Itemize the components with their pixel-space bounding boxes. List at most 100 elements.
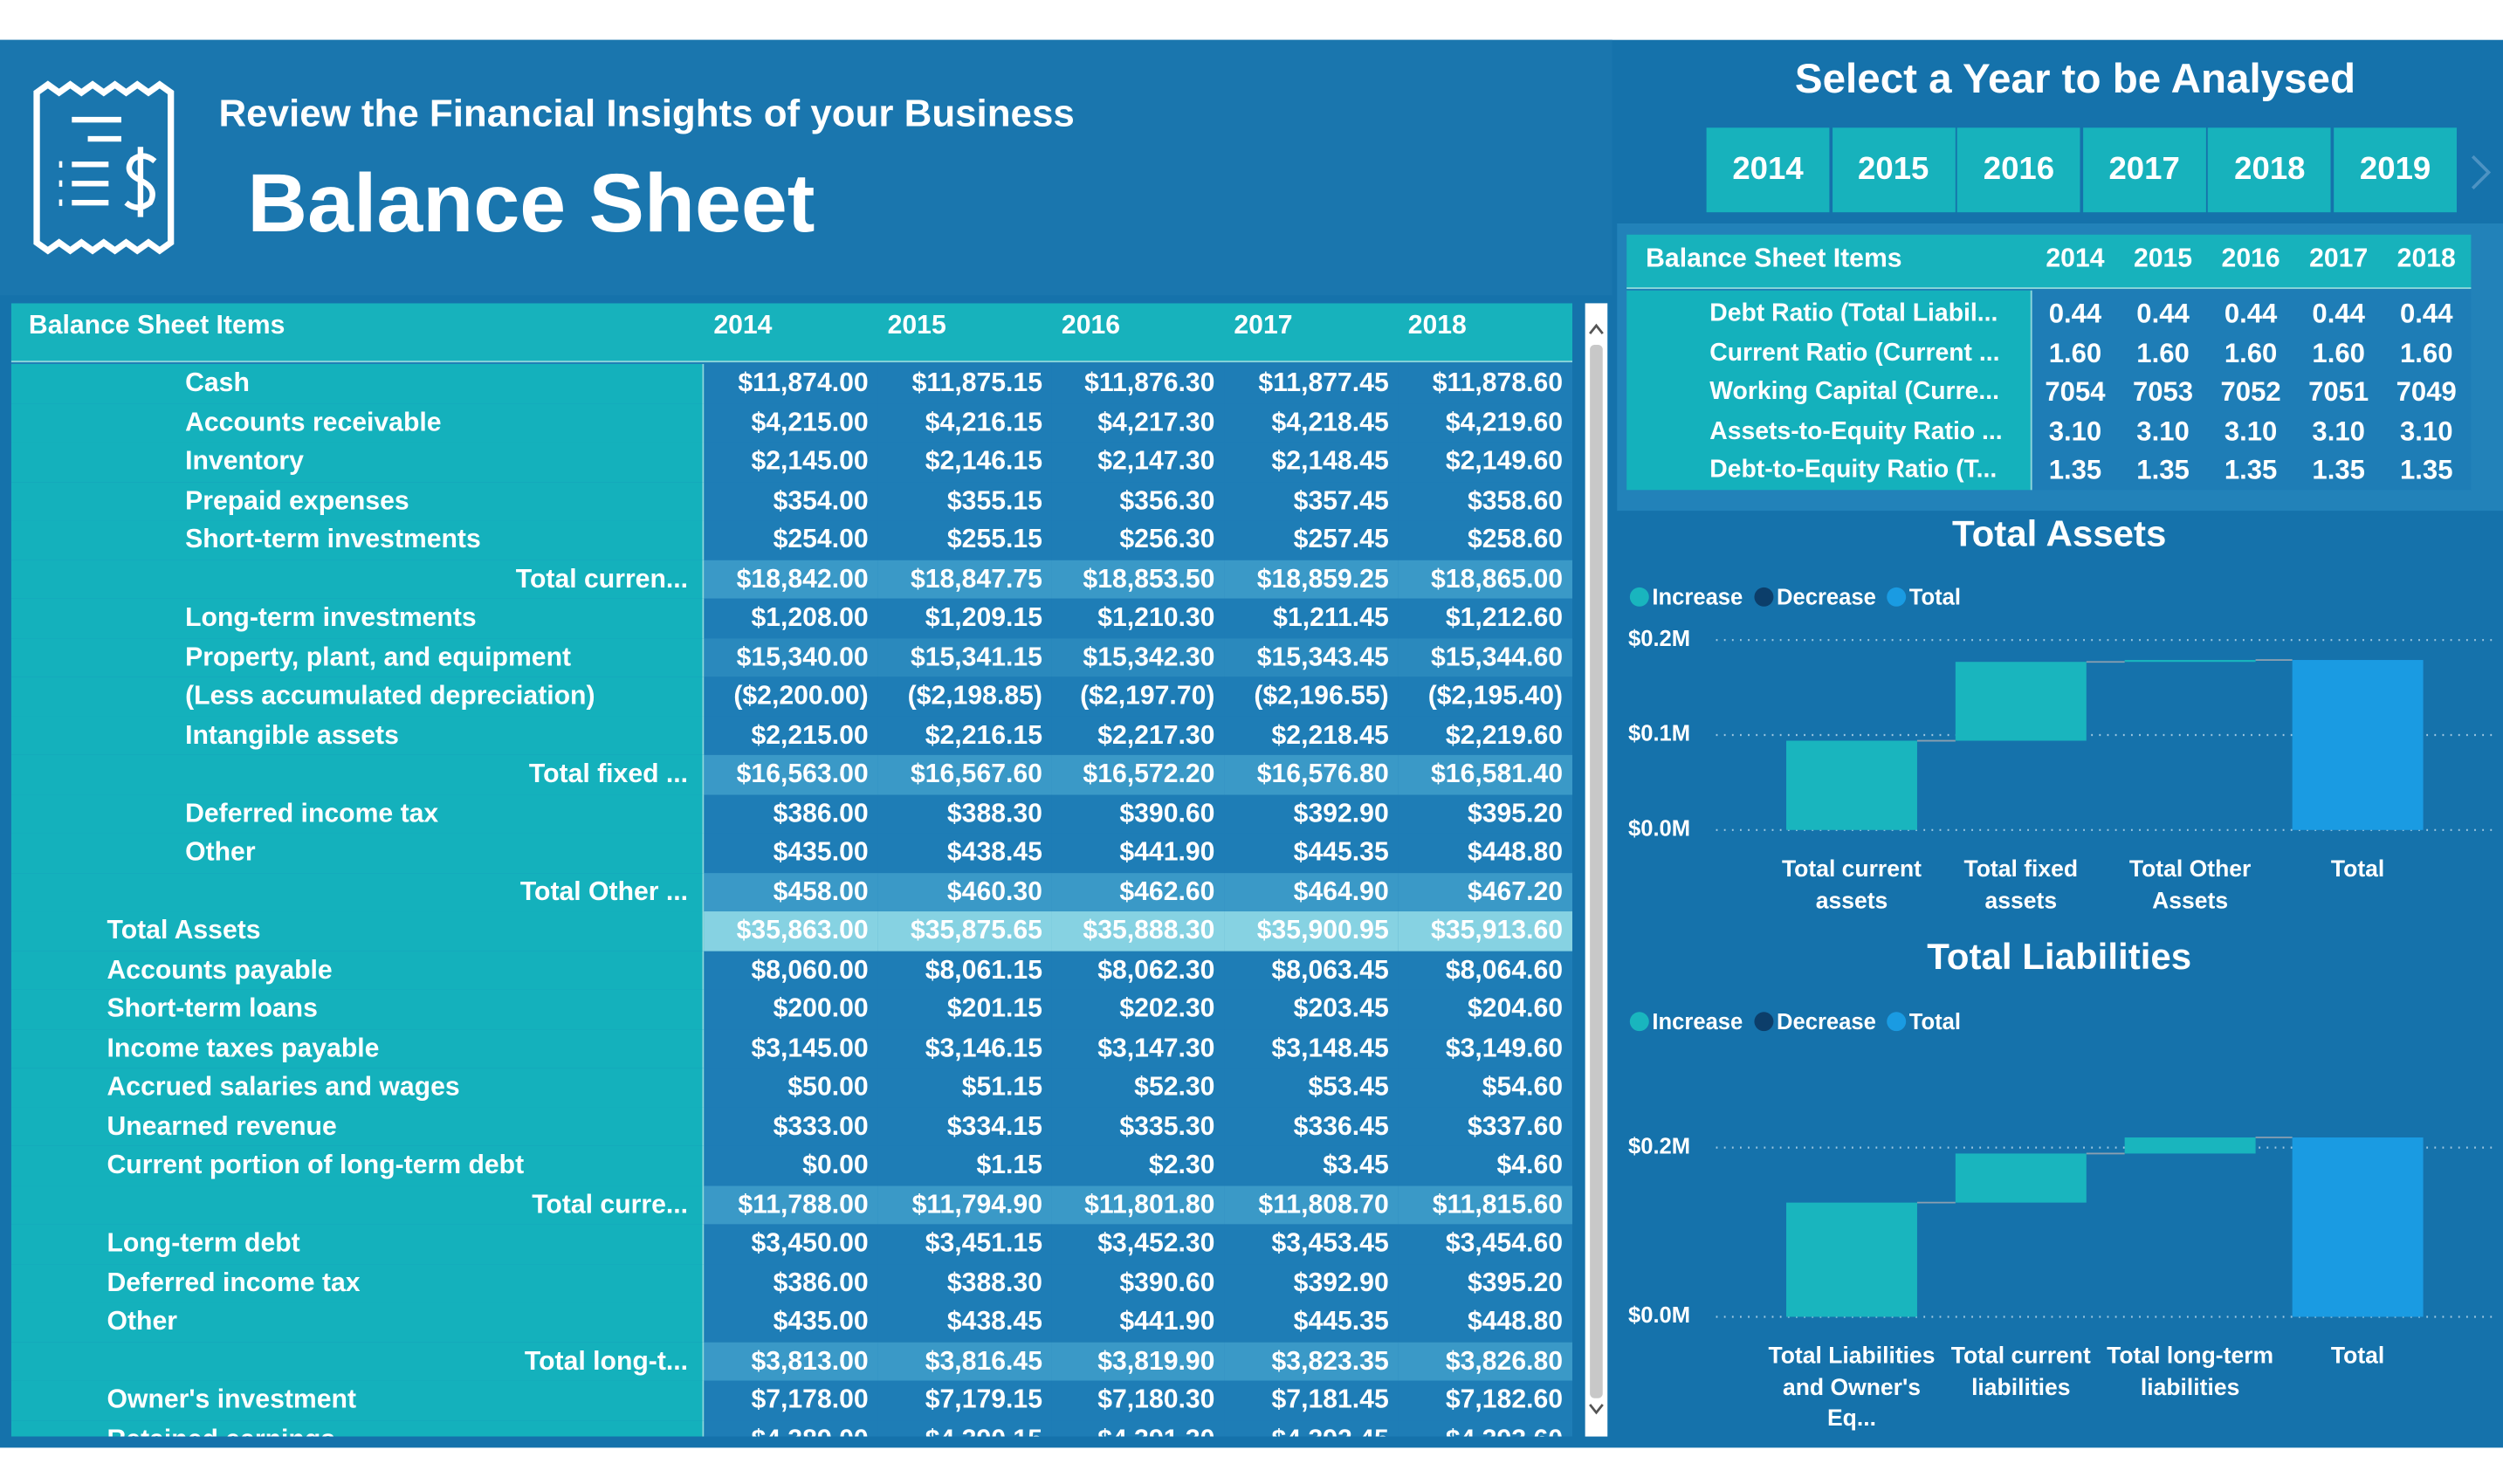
row-label: Current portion of long-term debt (107, 1151, 525, 1180)
y-tick-label: $0.2M (1628, 1134, 1690, 1158)
ratio-column-header: 2017 (2309, 244, 2369, 273)
scroll-down[interactable] (1589, 1404, 1604, 1415)
column-header: 2016 (1061, 311, 1121, 340)
row-label-cell (10, 442, 705, 482)
row-label-cell (10, 716, 705, 755)
value-cell: $18,865.00 (1398, 559, 1573, 599)
row-label: Other (185, 837, 256, 867)
slicer-next-arrow[interactable] (2466, 152, 2499, 194)
ratio-column-header: 2016 (2221, 244, 2280, 273)
year-button[interactable]: 2014 (1706, 127, 1830, 213)
row-label-cell (10, 481, 705, 521)
ratio-value: 1.60 (2399, 337, 2453, 368)
value-cell: $334.15 (877, 1107, 1052, 1146)
row-label: Income taxes payable (107, 1033, 380, 1062)
ratio-value: 0.44 (2312, 298, 2365, 329)
value-cell: $1,212.60 (1398, 598, 1573, 638)
waterfall-bar (2124, 1137, 2256, 1154)
ratio-value: 7054 (2045, 376, 2106, 408)
value-cell: $8,060.00 (704, 950, 878, 990)
value-cell: $448.80 (1398, 1302, 1573, 1342)
ratio-label-column (1626, 290, 2032, 491)
waterfall-bar (2292, 1137, 2424, 1317)
value-cell: $35,888.30 (1051, 911, 1225, 951)
ratio-value: 7052 (2220, 376, 2281, 408)
value-cell: $3.45 (1224, 1145, 1399, 1185)
value-cell: $3,823.35 (1224, 1341, 1399, 1381)
x-tick-label: Total (2330, 1343, 2385, 1370)
scroll-thumb[interactable] (1590, 344, 1603, 1398)
row-label: Accrued salaries and wages (107, 1072, 460, 1102)
main-table: Cash $11,874.00 $11,875.15 $11,876.30 $11,87… (10, 303, 1573, 1437)
value-cell: $256.30 (1051, 520, 1225, 560)
value-cell: $18,847.75 (877, 559, 1052, 599)
value-cell: $3,826.80 (1398, 1341, 1573, 1381)
value-cell: $358.60 (1398, 481, 1573, 521)
chevron (2471, 155, 2492, 190)
year-button[interactable]: 2018 (2208, 127, 2332, 213)
year-button[interactable]: 2017 (2082, 127, 2206, 213)
value-cell: $15,344.60 (1398, 637, 1573, 677)
value-cell: $2,217.30 (1051, 716, 1225, 755)
row-label-cell (10, 1028, 705, 1068)
column-header: 2014 (713, 311, 773, 340)
row-label: Short-term investments (185, 525, 481, 554)
ratio-label: Assets-to-Equity Ratio ... (1709, 417, 2003, 445)
legend-marker (1754, 1012, 1774, 1032)
ratio-value: 0.44 (2048, 298, 2102, 329)
value-cell: $2,148.45 (1224, 442, 1399, 482)
row-label: Retained earnings (107, 1419, 336, 1437)
row-label-cell (10, 989, 705, 1029)
row-label-cell (10, 1224, 705, 1264)
header-title: Balance Sheet (247, 158, 815, 251)
value-cell: $392.90 (1224, 794, 1399, 834)
value-cell: $7,181.45 (1224, 1380, 1399, 1420)
value-cell: $4,393.60 (1398, 1419, 1573, 1437)
header-subtitle: Review the Financial Insights of your Bu… (218, 93, 1075, 136)
value-cell: $2,145.00 (704, 442, 878, 482)
value-cell: $8,063.45 (1224, 950, 1399, 990)
value-cell: $7,178.00 (704, 1380, 878, 1420)
legend-label: Decrease (1777, 585, 1876, 609)
waterfall-bar (1786, 1202, 1917, 1317)
value-cell: $18,859.25 (1224, 559, 1399, 599)
row-label: Short-term loans (107, 994, 318, 1024)
value-cell: $11,801.80 (1051, 1185, 1225, 1225)
value-cell: $2,216.15 (877, 716, 1052, 755)
ratio-value: 3.10 (2312, 416, 2365, 447)
year-button[interactable]: 2016 (1957, 127, 2080, 213)
ratio-label: Debt Ratio (Total Liabil... (1709, 299, 1998, 327)
year-button[interactable]: 2019 (2334, 127, 2457, 213)
value-cell: $464.90 (1224, 872, 1399, 912)
receipt-bullets (58, 161, 63, 206)
scroll-up[interactable] (1589, 323, 1604, 335)
value-cell: $1,209.15 (877, 598, 1052, 638)
value-cell: $336.45 (1224, 1107, 1399, 1146)
y-tick-label: $0.0M (1628, 1303, 1690, 1328)
ratio-value: 1.60 (2048, 337, 2102, 368)
value-cell: $3,451.15 (877, 1224, 1052, 1264)
value-cell: $4,391.30 (1051, 1419, 1225, 1437)
value-cell: $445.35 (1224, 833, 1399, 873)
scrollbar[interactable] (1585, 303, 1608, 1437)
x-tick-label: Total Other Assets (2128, 856, 2252, 914)
value-cell: $1,211.45 (1224, 598, 1399, 638)
value-cell: $255.15 (877, 520, 1052, 560)
value-cell: $52.30 (1051, 1068, 1225, 1108)
row-label-cell (10, 363, 705, 403)
value-cell: $18,842.00 (704, 559, 878, 599)
row-label: Total curre... (532, 1190, 689, 1219)
x-tick-label: Total fixed assets (1963, 856, 2079, 914)
value-cell: $11,808.70 (1224, 1185, 1399, 1225)
value-cell: $0.00 (704, 1145, 878, 1185)
row-label: Deferred income tax (185, 799, 439, 828)
scroll-arrows (1589, 323, 1604, 1415)
row-label-cell (10, 1185, 705, 1225)
year-button[interactable]: 2015 (1832, 127, 1956, 213)
value-cell: $2,149.60 (1398, 442, 1573, 482)
value-cell: $335.30 (1051, 1107, 1225, 1146)
value-cell: $435.00 (704, 833, 878, 873)
row-label: Total fixed ... (528, 759, 689, 789)
ratio-column-header: Balance Sheet Items (1646, 244, 1902, 273)
value-cell: $3,149.60 (1398, 1028, 1573, 1068)
